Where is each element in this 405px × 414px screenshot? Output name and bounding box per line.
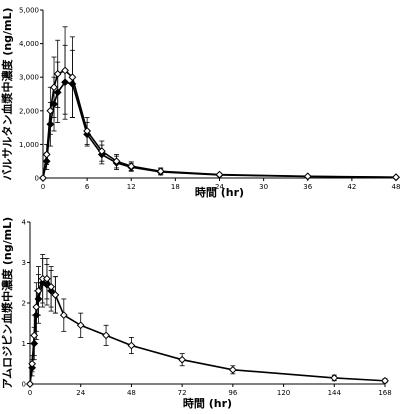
x-tick-label: 48 <box>127 389 136 397</box>
data-point <box>59 311 68 320</box>
data-point <box>102 331 110 340</box>
x-tick-label: 36 <box>303 183 312 191</box>
x-tick-label: 120 <box>277 389 290 397</box>
data-point <box>42 274 51 283</box>
y-axis-title: アムロジピン血漿中濃度 (ng/mL) <box>0 217 14 389</box>
data-point <box>39 174 47 182</box>
data-point <box>50 83 58 92</box>
y-tick-label: 2 <box>22 300 26 308</box>
data-point <box>26 380 34 388</box>
data-point <box>303 172 312 181</box>
x-axis-title: 時間 (hr) <box>183 396 232 410</box>
series-line <box>42 69 397 179</box>
series-1 <box>39 26 400 182</box>
x-tick-label: 96 <box>228 389 237 397</box>
data-point <box>46 106 55 115</box>
data-point <box>34 286 43 295</box>
data-point <box>42 150 51 159</box>
series-line <box>42 81 397 179</box>
series-line <box>29 277 386 385</box>
data-point <box>215 170 224 179</box>
data-point <box>127 162 136 171</box>
x-axis-title: 時間 (hr) <box>195 185 244 199</box>
x-tick-label: 0 <box>28 389 32 397</box>
x-tick-label: 24 <box>76 389 85 397</box>
data-point <box>228 365 237 374</box>
data-point <box>53 69 62 78</box>
y-tick-label: 1,000 <box>19 141 39 149</box>
data-point <box>28 359 37 368</box>
data-point <box>47 282 56 291</box>
x-tick-label: 6 <box>85 183 90 191</box>
data-point <box>112 157 121 166</box>
data-point <box>178 355 187 364</box>
data-point <box>83 127 92 135</box>
x-tick-label: 48 <box>392 183 401 191</box>
x-tick-label: 144 <box>328 389 342 397</box>
x-tick-label: 24 <box>215 183 224 191</box>
y-tick-label: 5,000 <box>19 7 39 15</box>
x-tick-label: 0 <box>41 183 45 191</box>
amlodipine-chart: 0 1 2 3 4 0 24 48 72 96 120 144 168 時間 (hr) アムロジピン血漿中濃… <box>0 217 392 410</box>
data-point <box>330 374 339 382</box>
data-point <box>51 290 60 299</box>
x-tick-label: 30 <box>259 183 268 191</box>
x-tick-label: 42 <box>347 183 356 191</box>
data-point <box>68 73 77 82</box>
data-point <box>61 66 69 75</box>
data-point <box>32 303 41 311</box>
valsartan-chart: 0 1,000 2,000 3,000 4,000 5,000 0 6 12 18 24 30 36 42… <box>0 7 400 200</box>
data-point <box>392 173 400 182</box>
data-point <box>76 321 85 330</box>
y-tick-label: 4,000 <box>19 40 39 48</box>
series-1 <box>26 253 389 388</box>
x-tick-label: 72 <box>178 389 187 397</box>
y-tick-label: 4 <box>22 219 27 227</box>
y-tick-label: 0 <box>35 175 39 183</box>
y-tick-label: 3,000 <box>19 74 39 82</box>
data-point <box>127 341 136 350</box>
y-tick-label: 1 <box>22 340 26 348</box>
data-point <box>381 376 389 385</box>
x-tick-label: 168 <box>378 389 391 397</box>
series-0 <box>39 44 400 182</box>
y-axis-title: バルサルタン血漿中濃度 (ng/mL) <box>0 7 14 180</box>
x-tick-label: 18 <box>171 183 180 191</box>
x-tick-label: 12 <box>127 183 136 191</box>
y-tick-label: 3 <box>22 259 26 267</box>
y-tick-label: 2,000 <box>19 107 39 115</box>
data-point <box>156 167 165 176</box>
data-point <box>30 331 39 340</box>
y-tick-label: 0 <box>22 381 26 389</box>
data-point <box>97 147 106 156</box>
